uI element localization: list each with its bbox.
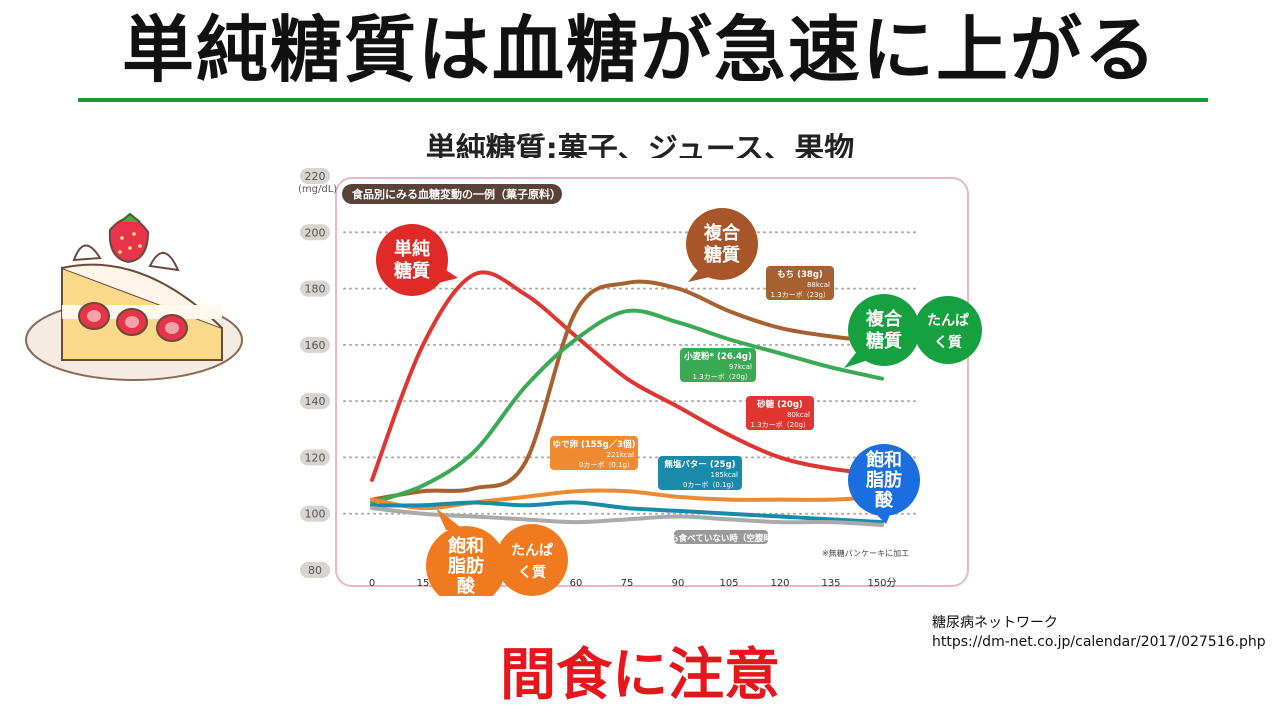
series-label-detail-2-1: 1.3カーボ（20g） — [693, 373, 752, 381]
series-label-name-3: ゆで卵 (155g／3個) — [553, 439, 636, 450]
y-tick-label-140: 140 — [305, 395, 326, 408]
y-unit-label: (mg/dL) — [298, 184, 337, 195]
category-bubble-2 — [848, 294, 920, 366]
bubble-tail-5 — [436, 508, 464, 530]
y-tick-label-120: 120 — [305, 451, 326, 464]
series-label-detail-0-1: 1.3カーボ（20g） — [751, 421, 810, 429]
x-tick-label-60: 60 — [570, 578, 583, 589]
category-bubble-text-2-0: 複合 — [865, 308, 903, 330]
y-tick-label-80: 80 — [308, 564, 322, 577]
y-tick-pill-140 — [300, 393, 330, 410]
series-label-detail-3-1: 0カーボ（0.1g） — [579, 461, 634, 469]
chart-title-pill — [342, 184, 562, 204]
series-line-0 — [370, 270, 884, 482]
category-bubble-text-3-1: く質 — [934, 334, 962, 351]
category-bubble-text-0-0: 単純 — [394, 238, 430, 260]
category-bubble-text-3-0: たんぱ — [927, 312, 969, 329]
y-tick-pill-100 — [300, 505, 330, 522]
category-bubble-text-1-1: 糖質 — [704, 244, 740, 266]
y-tick-label-160: 160 — [305, 339, 326, 352]
x-tick-label-15: 15 — [417, 578, 430, 589]
x-tick-label-120: 120 — [770, 578, 789, 589]
chart-footnote: ※無糖パンケーキに加工 — [822, 548, 909, 558]
series-label-name-1: もち (38g) — [777, 270, 823, 280]
y-tick-pill-220 — [300, 168, 330, 184]
y-tick-label-220: 220 — [305, 170, 326, 183]
series-line-1 — [370, 279, 884, 502]
series-label-name-4: 無塩バター (25g) — [664, 459, 735, 470]
category-bubble-4 — [848, 444, 920, 516]
y-tick-pill-120 — [300, 449, 330, 466]
y-tick-pill-160 — [300, 336, 330, 353]
category-bubble-text-4-0: 飽和 — [865, 449, 902, 471]
x-tick-label-0: 0 — [369, 578, 375, 589]
series-label-name-0: 砂糖 (20g) — [756, 399, 803, 410]
chart-title: 食品別にみる血糖変動の一例（菓子原料） — [352, 187, 561, 201]
y-tick-pill-200 — [300, 224, 330, 241]
x-tick-label-150: 150分 — [867, 577, 896, 589]
category-bubble-text-0-1: 糖質 — [394, 260, 430, 282]
slide-title: 単純糖質は血糖が急速に上がる — [121, 8, 1158, 92]
category-bubble-text-5-1: 脂肪 — [448, 555, 484, 577]
series-label-box-1 — [766, 266, 834, 300]
category-bubble-text-4-1: 脂肪 — [866, 469, 902, 491]
category-bubble-text-5-0: 飽和 — [447, 535, 484, 557]
y-tick-label-200: 200 — [305, 226, 326, 239]
series-line-5 — [370, 506, 884, 527]
category-bubble-1 — [686, 208, 758, 280]
series-label-box-0 — [746, 396, 814, 430]
category-bubble-text-2-1: 糖質 — [866, 330, 902, 352]
series-label-name-5: 何も食べていない時（空腹時） — [662, 533, 781, 544]
series-label-box-3 — [550, 436, 638, 470]
x-tick-label-75: 75 — [621, 578, 634, 589]
category-bubble-6 — [496, 524, 568, 596]
series-line-2 — [370, 308, 884, 505]
series-line-4 — [370, 500, 884, 525]
series-label-detail-1-0: 88kcal — [807, 281, 830, 289]
y-tick-pill-80 — [300, 562, 330, 578]
title-underline — [78, 98, 1208, 102]
series-label-detail-4-1: 0カーボ（0.1g） — [683, 481, 738, 489]
series-label-box-4 — [658, 456, 742, 490]
series-label-box-5 — [674, 530, 768, 544]
series-label-detail-0-0: 80kcal — [787, 411, 810, 419]
category-bubble-text-4-2: 酸 — [875, 489, 894, 511]
x-tick-label-90: 90 — [672, 578, 685, 589]
source-url[interactable]: https://dm-net.co.jp/calendar/2017/02751… — [932, 634, 1266, 650]
category-bubble-5 — [426, 526, 506, 606]
category-bubble-3 — [914, 296, 982, 364]
blood-glucose-chart: (mg/dL) 食品別にみる血糖変動の一例（菓子原料） 80 100 120 140 1… — [296, 158, 984, 606]
category-bubble-text-6-1: く質 — [518, 564, 546, 581]
category-bubble-0 — [376, 224, 448, 296]
y-tick-pill-180 — [300, 280, 330, 297]
y-tick-label-180: 180 — [305, 283, 326, 296]
y-tick-label-100: 100 — [305, 508, 326, 521]
chart-svg: (mg/dL) 食品別にみる血糖変動の一例（菓子原料） 80 100 120 140 1… — [298, 168, 982, 606]
category-bubble-text-5-2: 酸 — [457, 575, 476, 596]
category-bubble-text-6-0: たんぱ — [511, 542, 553, 559]
series-label-detail-3-0: 221kcal — [607, 451, 635, 459]
series-label-name-2: 小麦粉* (26.4g) — [683, 351, 752, 362]
series-label-detail-1-1: 1.3カーボ（23g） — [771, 291, 830, 299]
source-name: 糖尿病ネットワーク — [932, 615, 1058, 631]
x-tick-label-135: 135 — [821, 578, 840, 589]
series-label-detail-2-0: 97kcal — [729, 363, 752, 371]
series-label-box-2 — [680, 348, 756, 382]
x-tick-label-105: 105 — [719, 578, 738, 589]
source-citation: 糖尿病ネットワーク https://dm-net.co.jp/calendar/… — [932, 614, 1266, 652]
cake-illustration — [25, 212, 243, 381]
category-bubble-text-1-0: 複合 — [703, 222, 741, 244]
series-label-detail-4-0: 185kcal — [711, 471, 739, 479]
warning-text: 間食に注意 — [500, 643, 780, 708]
bubble-tail-1 — [688, 268, 714, 282]
